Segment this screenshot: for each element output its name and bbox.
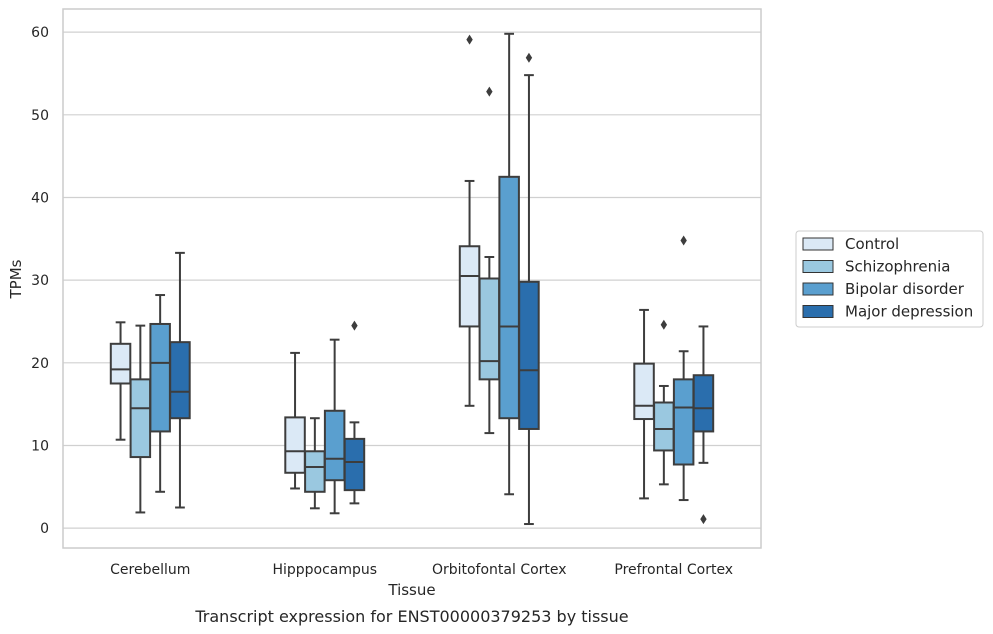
outlier-point-1 [660,319,668,330]
box-1-3 [458,34,481,407]
box-body [109,342,132,385]
box-4-2 [343,320,366,505]
box-3-2 [323,338,346,515]
x-tick-label-1: Cerebellum [110,562,190,578]
legend-label-2: Schizophrenia [845,258,950,276]
box-2-3 [478,86,501,435]
box-body [692,374,715,433]
box-series-layer [109,32,715,526]
legend-frame [795,230,984,328]
box-body [518,280,540,430]
box-2-4 [653,319,675,486]
box-body [323,409,346,482]
legend-swatch-3 [802,282,834,296]
y-tick-label-40: 40 [31,190,49,206]
outlier-point-1 [486,86,493,97]
outlier-point-1 [466,34,473,45]
box-body [129,378,152,459]
box-3-4 [672,235,695,502]
box-4-4 [692,325,715,525]
box-body [653,401,675,452]
x-tick-label-2: Hipppocampus [272,562,377,578]
box-body [458,245,481,328]
box-1-4 [633,308,655,500]
plot-frame [62,8,762,549]
legend-label-4: Major depression [845,303,973,321]
x-axis-label: Tissue [387,581,435,599]
y-axis-ticks: 0 10 20 30 40 50 60 [31,25,49,537]
box-1-1 [109,321,132,441]
box-3-3 [498,32,520,496]
legend-label-1: Control [845,235,899,253]
box-1-2 [284,351,306,490]
y-tick-label-0: 0 [40,521,49,537]
legend-swatch-4 [802,305,834,318]
box-body [343,437,366,492]
box-body [284,416,306,474]
box-3-1 [149,294,171,493]
legend-swatch-1 [802,237,834,251]
box-body [304,450,326,493]
outlier-point-1 [525,52,533,63]
outlier-point-1 [351,320,358,331]
y-tick-label-10: 10 [31,438,49,454]
box-2-2 [304,417,326,510]
outlier-point-1 [680,235,687,246]
y-tick-label-20: 20 [31,356,49,372]
box-body [169,341,191,420]
y-tick-label-30: 30 [31,273,49,289]
box-2-1 [129,324,152,514]
box-body [672,378,695,466]
x-tick-label-3: Orbitofontal Cortex [432,562,567,578]
legend-swatch-2 [802,260,834,273]
x-axis-ticks: Cerebellum Hipppocampus Orbitofontal Corte… [110,562,733,578]
y-tick-label-50: 50 [31,108,49,124]
chart-caption: Transcript expression for ENST0000037925… [194,607,628,626]
outlier-point-1 [700,514,707,525]
gridlines [63,31,761,529]
y-tick-label-60: 60 [31,25,49,41]
box-4-1 [169,251,191,509]
box-body [149,322,171,433]
box-body [478,277,501,381]
legend: Control Schizophrenia Bipolar disorder Majo… [795,230,984,328]
box-body [498,175,520,420]
x-tick-label-4: Prefrontal Cortex [614,562,733,578]
legend-label-3: Bipolar disorder [845,280,965,298]
box-4-3 [518,52,540,526]
y-axis-label: TPMs [7,259,25,299]
box-body [633,362,655,421]
